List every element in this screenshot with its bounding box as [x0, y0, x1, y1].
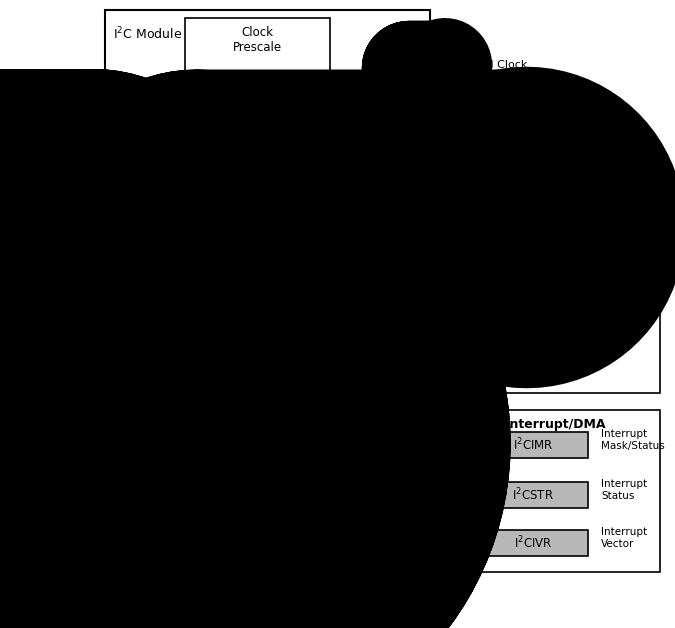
- Text: I$^2$CIVR: I$^2$CIVR: [514, 534, 552, 551]
- Text: Transmit
Buffer: Transmit Buffer: [338, 397, 383, 419]
- Bar: [165, 138, 430, 305]
- Text: I$^2$CDXR: I$^2$CDXR: [248, 404, 292, 421]
- Text: SDA: SDA: [63, 408, 90, 421]
- Bar: [105, 10, 430, 572]
- Text: I$^2$C Clock: I$^2$C Clock: [45, 203, 93, 217]
- Bar: [478, 432, 588, 458]
- Bar: [478, 172, 588, 198]
- Text: I$^2$CIMR: I$^2$CIMR: [512, 436, 554, 453]
- Text: I$^2$CSAR: I$^2$CSAR: [512, 214, 554, 230]
- Bar: [478, 283, 588, 309]
- Text: Shading denotes control/status registers.: Shading denotes control/status registers…: [37, 604, 267, 614]
- Bar: [453, 410, 660, 572]
- Text: I$^2$CCLKL: I$^2$CCLKL: [273, 260, 321, 276]
- Text: Interrupt
Vector: Interrupt Vector: [601, 527, 647, 549]
- Bar: [165, 463, 430, 572]
- Bar: [165, 320, 430, 447]
- Text: Receive
Shift: Receive Shift: [338, 531, 379, 553]
- Bar: [478, 530, 588, 556]
- Text: I$^2$CEMDR: I$^2$CEMDR: [506, 327, 560, 344]
- Text: Transmit
Shift: Transmit Shift: [338, 347, 383, 369]
- Text: Control: Control: [531, 156, 582, 169]
- Bar: [238, 255, 358, 281]
- Text: I$^2$CMDR: I$^2$CMDR: [510, 251, 556, 268]
- Text: I$^2$CCNT: I$^2$CCNT: [511, 288, 555, 305]
- Text: Own
Address: Own Address: [601, 169, 643, 191]
- Text: Noise
Filter: Noise Filter: [141, 208, 172, 230]
- Text: I$^2$C Data: I$^2$C Data: [47, 420, 91, 433]
- Text: Noise
Filter: Noise Filter: [141, 424, 172, 446]
- Bar: [63, 213, 91, 241]
- Text: I$^2$CXSR: I$^2$CXSR: [248, 355, 292, 371]
- Text: Slave
Address: Slave Address: [601, 206, 643, 228]
- Text: Receive: Receive: [275, 469, 321, 482]
- Bar: [113, 192, 200, 263]
- Bar: [478, 209, 588, 235]
- Text: Bit Clock
Generator: Bit Clock Generator: [267, 146, 327, 174]
- Text: I$^2$CPSC: I$^2$CPSC: [237, 82, 278, 99]
- Text: I$^2$CSTR: I$^2$CSTR: [512, 487, 554, 503]
- Bar: [478, 482, 588, 508]
- Text: Receive
Buffer: Receive Buffer: [338, 487, 379, 509]
- Bar: [453, 148, 660, 393]
- Bar: [113, 408, 200, 478]
- Text: I$^2$CRSR: I$^2$CRSR: [248, 539, 292, 555]
- Bar: [478, 246, 588, 272]
- Bar: [215, 490, 325, 516]
- Text: Peripheral Clock
(CPU/6): Peripheral Clock (CPU/6): [437, 60, 527, 82]
- Text: Extended
Mode: Extended Mode: [601, 319, 651, 341]
- Text: Interrupt
Mask/Status: Interrupt Mask/Status: [601, 429, 665, 451]
- Text: I$^2$COAR: I$^2$COAR: [511, 176, 556, 193]
- Bar: [63, 429, 91, 457]
- Bar: [478, 322, 588, 348]
- Text: Interrupt
Status: Interrupt Status: [601, 479, 647, 501]
- Bar: [215, 350, 325, 376]
- Text: Transmit: Transmit: [272, 326, 323, 339]
- Bar: [215, 400, 325, 426]
- Text: I$^2$C Module: I$^2$C Module: [113, 26, 182, 43]
- Text: I$^2$CDRR: I$^2$CDRR: [248, 495, 292, 511]
- Text: Data
Count: Data Count: [601, 280, 632, 302]
- Text: Mode: Mode: [601, 249, 629, 259]
- Bar: [238, 205, 358, 231]
- Bar: [215, 534, 325, 560]
- Bar: [185, 18, 330, 115]
- Text: Clock
Prescale: Clock Prescale: [233, 26, 282, 54]
- Text: I$^2$CCLKH: I$^2$CCLKH: [273, 210, 322, 226]
- Text: SCL: SCL: [65, 192, 89, 205]
- Bar: [202, 77, 313, 103]
- Bar: [15, 601, 31, 617]
- Text: Interrupt/DMA: Interrupt/DMA: [506, 418, 607, 431]
